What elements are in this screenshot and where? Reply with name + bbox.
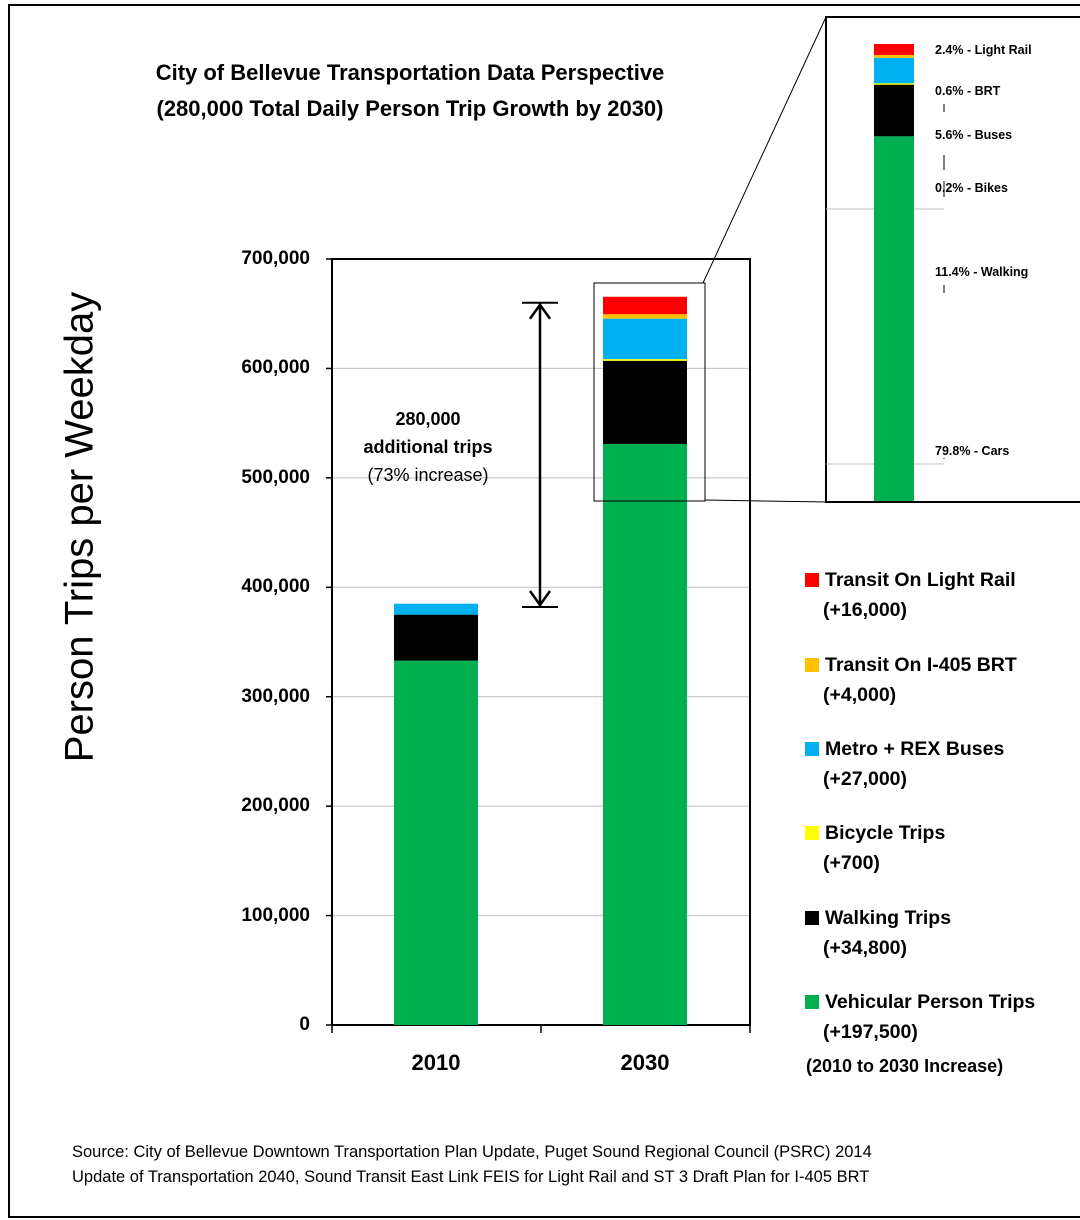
bar-2030-walking-trips [603, 360, 687, 444]
legend-item: Vehicular Person Trips (+197,500) [805, 987, 1035, 1047]
legend-value: (+34,800) [823, 937, 908, 959]
bar-2030-metro-rex-buses [603, 318, 687, 360]
legend-value: (+16,000) [823, 599, 908, 621]
y-tick-label: 600,000 [241, 357, 310, 379]
legend-label: Vehicular Person Trips [825, 991, 1036, 1013]
zoom-connector-bottom [704, 499, 827, 503]
growth-arrow-head-top [528, 302, 552, 320]
y-tick-label: 100,000 [241, 904, 310, 926]
bar-2030-bicycle-trips [603, 359, 687, 361]
y-tick-label: 500,000 [241, 466, 310, 488]
legend-label: Transit On Light Rail [825, 569, 1016, 591]
legend-label: Metro + REX Buses [825, 738, 1005, 760]
chart-frame [8, 4, 1080, 1218]
source-note: Source: City of Bellevue Downtown Transp… [72, 1140, 1062, 1190]
legend-swatch [805, 826, 819, 840]
inset-label: 5.6% - Buses [935, 128, 1013, 142]
growth-arrow-head-bottom [528, 590, 552, 608]
legend-swatch [805, 573, 819, 587]
legend-footer: (2010 to 2030 Increase) [806, 1056, 1004, 1076]
inset-segment-brt [874, 54, 914, 58]
inset-segment-light-rail [874, 44, 914, 55]
y-tick-label: 0 [299, 1014, 310, 1035]
legend-value: (+197,500) [823, 1021, 918, 1043]
legend-value: (+27,000) [823, 768, 908, 790]
chart-subtitle: (280,000 Total Daily Person Trip Growth … [156, 96, 664, 121]
inset-segment-bikes [874, 83, 914, 85]
inset-label: 2.4% - Light Rail [935, 43, 1032, 57]
y-tick-label: 200,000 [241, 795, 310, 817]
legend-swatch [805, 742, 819, 756]
zoom-connector-top [702, 16, 827, 284]
annotation-line1: 280,000 [395, 409, 461, 429]
legend-item: Bicycle Trips (+700) [805, 818, 945, 878]
inset-label: 0.2% - Bikes [935, 181, 1008, 195]
legend-item: Walking Trips (+34,800) [805, 903, 951, 963]
legend-item: Transit On I-405 BRT (+4,000) [805, 650, 1017, 710]
inset-panel [825, 16, 1080, 503]
inset-label: 11.4% - Walking [935, 265, 1029, 279]
legend-item: Transit On Light Rail (+16,000) [805, 565, 1016, 625]
inset-label: 79.8% - Cars [935, 444, 1010, 458]
legend-value: (+4,000) [823, 684, 897, 706]
inset-segment-buses [874, 57, 914, 84]
legend-item: Metro + REX Buses (+27,000) [805, 734, 1004, 794]
legend-label: Transit On I-405 BRT [825, 654, 1017, 676]
source-line2: Update of Transportation 2040, Sound Tra… [72, 1168, 870, 1186]
legend-swatch [805, 658, 819, 672]
y-tick-label: 300,000 [241, 685, 310, 707]
inset-label: 0.6% - BRT [935, 84, 1001, 98]
x-tick-label: 2010 [411, 1050, 461, 1075]
bar-2010-walking-trips [394, 614, 478, 661]
inset-segment-cars [874, 136, 914, 501]
bar-2010-metro-rex-buses [394, 603, 478, 615]
legend-label: Walking Trips [825, 907, 952, 929]
bar-2030-transit-on-i-405-brt [603, 314, 687, 319]
legend-swatch [805, 995, 819, 1009]
bar-2030-vehicular-person-trips [603, 443, 687, 1025]
x-tick-label: 2030 [620, 1050, 670, 1075]
zoom-box [593, 282, 706, 502]
growth-annotation: 280,000 additional trips (73% increase) [348, 405, 508, 489]
source-line1: Source: City of Bellevue Downtown Transp… [72, 1143, 872, 1161]
bar-2030-transit-on-light-rail [603, 296, 687, 315]
chart-title: City of Bellevue Transportation Data Per… [155, 60, 665, 85]
inset-segment-walking [874, 84, 914, 137]
legend-label: Bicycle Trips [825, 822, 946, 844]
annotation-line2: additional trips [363, 437, 493, 457]
y-tick-label: 700,000 [241, 248, 310, 269]
legend-swatch [805, 911, 819, 925]
y-tick-label: 400,000 [241, 576, 310, 598]
bar-2010-vehicular-person-trips [394, 660, 478, 1025]
annotation-line3: (73% increase) [367, 465, 489, 485]
legend-value: (+700) [823, 852, 880, 874]
